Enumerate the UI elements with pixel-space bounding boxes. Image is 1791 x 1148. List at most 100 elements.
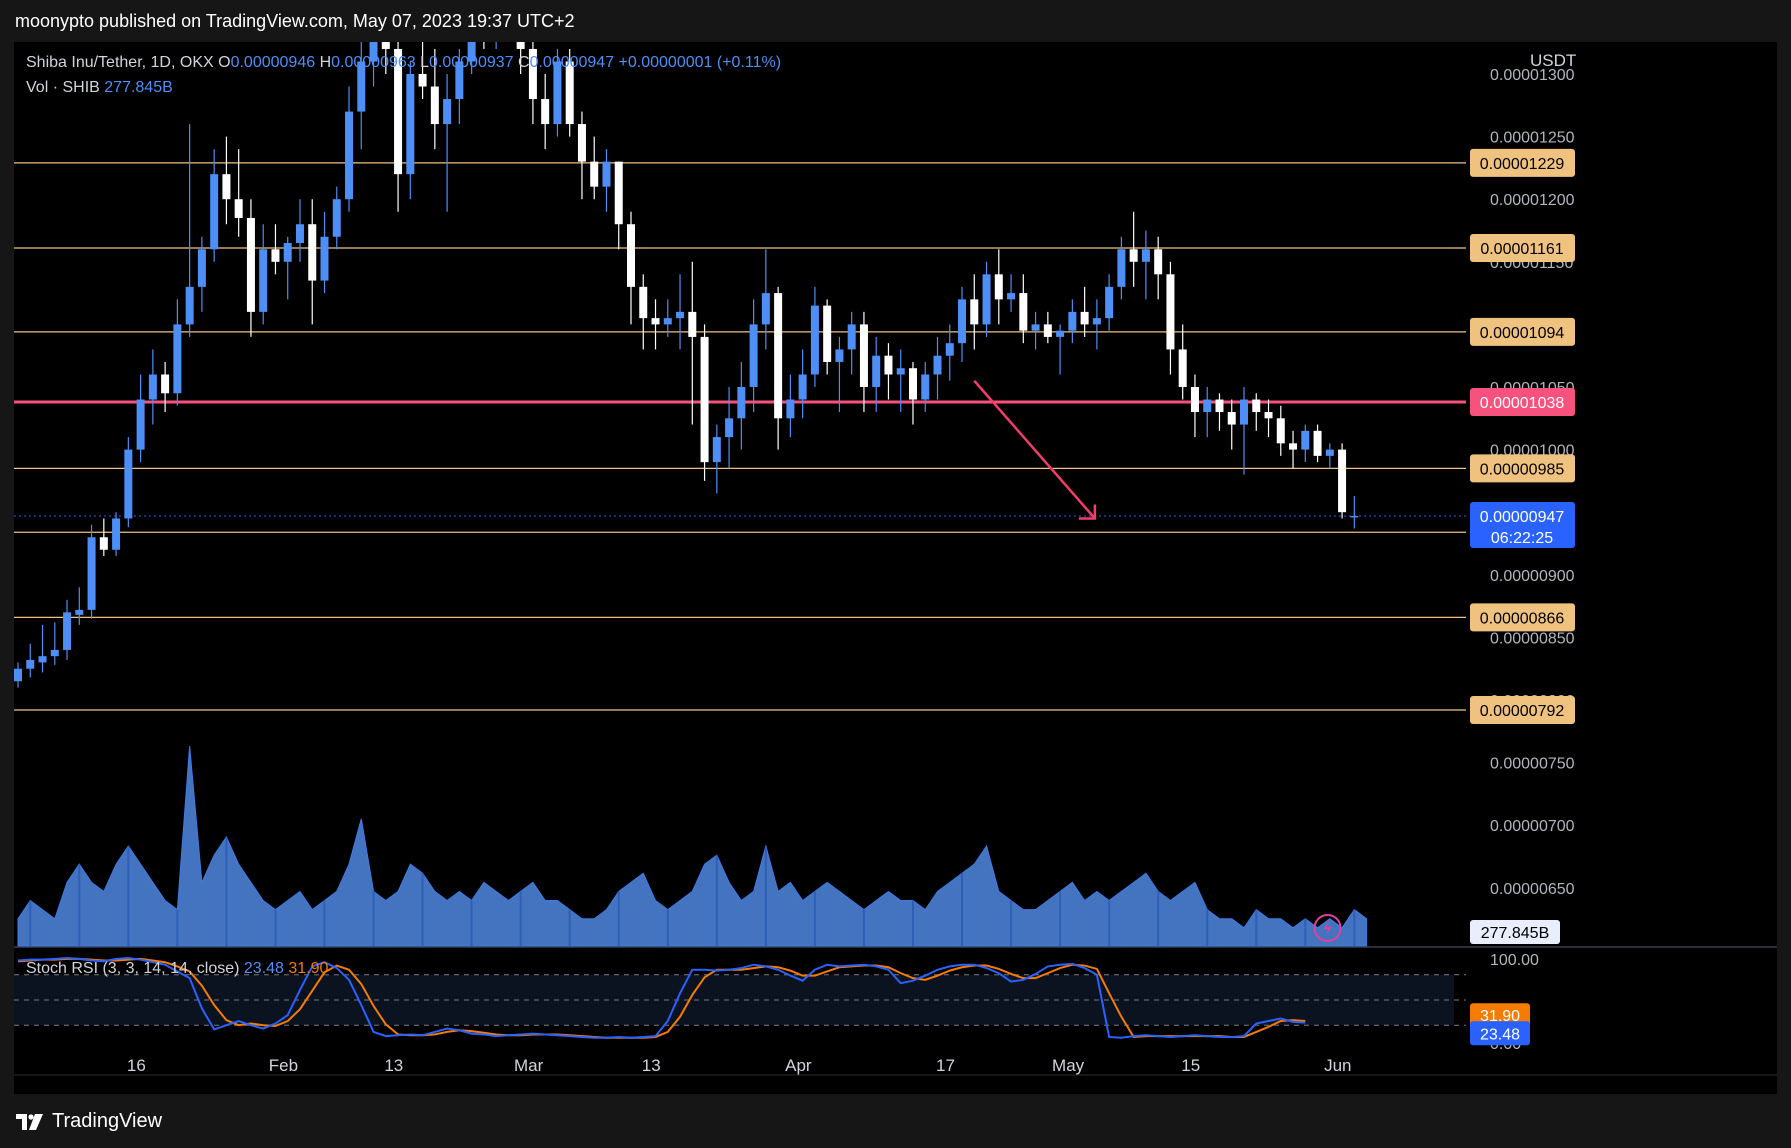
candle-body: [332, 199, 341, 237]
chart-area[interactable]: USDT 0.00001300 0.00001250 0.00001200 0.0000…: [14, 42, 1777, 1094]
candle-body: [1068, 311, 1077, 331]
level-label: 0.00001094: [1470, 317, 1575, 346]
candle-body: [676, 311, 685, 319]
candle-body: [1276, 418, 1285, 444]
candle-body: [1117, 249, 1126, 287]
volume-value: 277.845B: [104, 79, 173, 96]
candle-body: [1190, 387, 1199, 413]
candle-body: [467, 42, 476, 62]
x-axis-tick: 13: [384, 1056, 403, 1075]
volume-axis-text: 277.845B: [1481, 925, 1550, 942]
open-label: O: [218, 54, 231, 71]
candle-body: [345, 111, 354, 200]
candle-body: [516, 42, 525, 49]
candle-body: [774, 293, 783, 419]
candle-body: [63, 612, 72, 650]
stoch-label: Stoch RSI (3, 3, 14, 14, close): [26, 960, 240, 977]
y-axis-tick: 0.00001200: [1490, 192, 1575, 209]
candle-body: [810, 305, 819, 375]
x-axis-tick: 15: [1181, 1056, 1200, 1075]
candle-body: [1240, 399, 1248, 425]
candle-body: [823, 305, 832, 362]
stoch-axis-top: 100.00: [1490, 952, 1539, 969]
candle-body: [639, 286, 648, 319]
close-value: 0.00000947: [529, 54, 615, 71]
candle-body: [1227, 412, 1236, 425]
candle-body: [1325, 449, 1334, 456]
x-axis-tick: May: [1052, 1056, 1085, 1075]
level-label-bg: [1470, 454, 1575, 483]
candle-body: [725, 418, 734, 438]
candle-body: [1252, 399, 1261, 413]
y-axis-tick: 0.00000750: [1490, 756, 1575, 773]
candle-body: [173, 324, 182, 394]
candle-body: [749, 324, 758, 387]
candle-body: [921, 374, 930, 400]
candle-body: [271, 249, 280, 262]
candle-body: [14, 668, 22, 682]
candle-body: [528, 48, 537, 100]
candle-body: [958, 299, 967, 344]
stoch-legend: Stoch RSI (3, 3, 14, 14, close) 23.48 31…: [26, 960, 328, 978]
stoch-k-text: 23.48: [1480, 1026, 1520, 1043]
volume-legend: Vol · SHIB 277.845B: [26, 79, 173, 97]
candle-body: [308, 224, 317, 281]
candle-body: [320, 236, 329, 281]
volume-area: [17, 745, 1368, 947]
lightning-bolt: [1323, 920, 1332, 936]
level-label: 0.00001161: [1470, 234, 1575, 263]
brand-text: TradingView: [52, 1110, 163, 1132]
candle-body: [357, 61, 366, 112]
y-axis-tick: 0.00000700: [1490, 818, 1575, 835]
candle-body: [1080, 311, 1089, 325]
tradingview-logo[interactable]: TradingView: [16, 1110, 162, 1133]
y-axis-tick: 0.00001250: [1490, 130, 1575, 147]
candle-body: [982, 274, 991, 325]
current-price-text: 0.00000947: [1480, 509, 1565, 526]
candle-body: [577, 124, 586, 162]
level-label-bg: [1470, 388, 1575, 417]
candle-body: [26, 659, 35, 669]
candle-body: [1313, 430, 1322, 456]
candle-body: [1166, 274, 1175, 350]
currency-label: USDT: [1530, 51, 1576, 70]
low-value: 0.00000937: [429, 54, 514, 71]
candle-body: [87, 537, 96, 610]
y-axis-tick: 0.00000900: [1490, 568, 1575, 585]
candle-body: [1092, 318, 1101, 325]
level-label-text: 0.00000985: [1480, 461, 1565, 478]
stoch-k-line: [17, 956, 1306, 1039]
high-label: H: [319, 54, 332, 71]
candle-body: [786, 399, 795, 419]
candle-body: [1141, 249, 1150, 262]
candle-body: [185, 286, 194, 325]
candle-body: [161, 374, 170, 394]
candle-body: [1019, 293, 1028, 331]
y-axis-tick: 0.00001300: [1490, 67, 1575, 84]
trend-arrow-head: [1078, 504, 1097, 520]
candle-body: [859, 324, 868, 387]
publisher-header: moonypto published on TradingView.com, M…: [0, 0, 1791, 42]
candle-body: [259, 249, 268, 312]
candle-body: [283, 243, 292, 262]
candle-body: [75, 609, 84, 615]
level-label-text: 0.00001161: [1480, 241, 1563, 258]
footer: [0, 1094, 1791, 1148]
candle-body: [908, 368, 917, 400]
candle-body: [1203, 399, 1212, 413]
candle-body: [1056, 330, 1065, 337]
candle-body: [295, 224, 304, 244]
level-label-text: 0.00000866: [1480, 610, 1565, 627]
candle-body: [148, 374, 157, 400]
level-label-text: 0.00000792: [1480, 703, 1565, 720]
candle-body: [369, 42, 378, 62]
level-label: 0.00001229: [1470, 148, 1575, 177]
candle-body: [1154, 249, 1163, 275]
candle-body: [602, 161, 611, 187]
x-axis-tick: 17: [936, 1056, 955, 1075]
candle-body: [627, 224, 635, 287]
candle-body: [406, 74, 415, 175]
candle-body: [197, 249, 206, 287]
candle-body: [1105, 286, 1114, 319]
